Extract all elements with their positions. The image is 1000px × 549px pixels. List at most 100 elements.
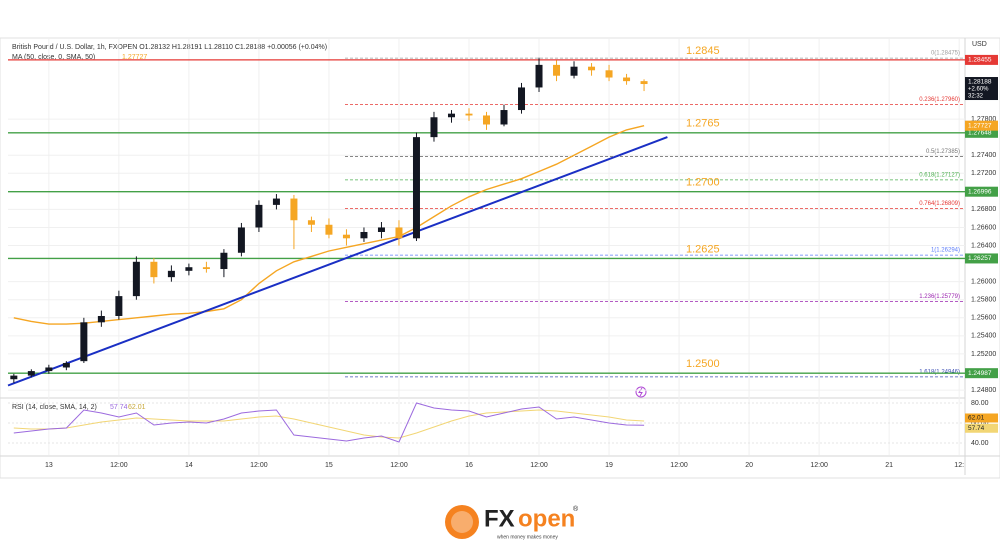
currency: USD [972,41,987,48]
fib-label: 1.236(1.25779) [919,294,960,300]
candle-body [115,296,123,316]
axis-tag-label: 1.26257 [968,255,992,262]
rsi-tick-label: 80.00 [971,400,989,407]
level-annotation: 1.2845 [686,45,720,57]
x-tick-label: 12: [954,462,964,469]
level-annotation: 1.2700 [686,177,720,189]
fib-label: 1(1.26294) [931,248,960,254]
candle-body [623,77,631,82]
candle-body [272,198,280,205]
y-tick-label: 1.25800 [971,297,996,304]
candle-body [535,64,543,88]
candle-body [395,227,403,239]
chart-title: British Pound / U.S. Dollar, 1h, FXOPEN … [12,44,327,51]
brand-right: open [518,505,575,532]
candle-body [237,227,245,253]
candle-body [500,110,508,125]
x-tick-label: 19 [605,462,613,469]
axis-tag-label: 1.26996 [968,188,992,195]
axis-tag [965,186,998,197]
y-tick-label: 1.25600 [971,315,996,322]
candle-body [220,252,228,270]
x-tick-label: 12:00 [390,462,408,469]
rsi-sma-tag [965,413,998,423]
y-tick-label: 1.24800 [971,387,996,394]
alert-icon[interactable] [635,386,647,398]
fib-label: 0.5(1.27385) [926,149,960,155]
candle-body [447,113,455,118]
candle-body [290,198,298,221]
price-tag-change: +2.60% [968,87,989,93]
candle-body [45,367,53,372]
price-tag-value: 1.28188 [968,79,992,86]
candle-body [325,224,333,235]
candle-body [202,267,210,270]
y-tick-label: 1.26000 [971,279,996,286]
axis-tag [965,54,998,65]
fib-label: 0(1.28475) [931,51,960,57]
rsi-sma-value: 62.01 [128,404,146,411]
axis-tag-label: 1.28455 [968,57,992,64]
y-tick-label: 1.27200 [971,170,996,177]
level-annotation: 1.2500 [686,358,720,370]
rsi-sma-tag-label: 62.01 [968,415,985,422]
axis-tag-label: 1.24987 [968,370,992,377]
rsi-tag [965,423,998,433]
candle-body [97,315,105,323]
candle-body [553,64,561,76]
ma-tag-label: 1.27727 [968,122,992,129]
x-tick-label: 13 [45,462,53,469]
logo-emblem [445,505,479,539]
y-tick-label: 1.25400 [971,333,996,340]
x-tick-label: 20 [745,462,753,469]
candle-body [342,234,350,239]
candle-body [605,70,613,78]
axis-tag [965,253,998,264]
y-tick-label: 1.27800 [971,116,996,123]
candle-body [132,261,140,297]
rsi-label: RSI (14, close, SMA, 14, 2) [12,404,97,411]
ma-tag [965,120,998,131]
axis-tag-label: 1.27648 [968,130,992,137]
fib-label: 1.618(1.24946) [919,369,960,375]
x-tick-label: 15 [325,462,333,469]
candle-body [27,371,35,376]
level-annotation: 1.2765 [686,118,720,130]
y-tick-label: 1.26600 [971,224,996,231]
y-tick-label: 1.27400 [971,152,996,159]
candle-body [640,81,648,85]
candle-body [483,115,490,125]
candle-body [377,227,385,232]
rsi-tick-label: 40.00 [971,440,989,447]
x-tick-label: 21 [885,462,893,469]
fib-label: 0.236(1.27960) [919,97,960,103]
candle-body [255,204,263,228]
indicator-label: MA (50, close, 0, SMA, 50) [12,54,95,61]
logo-emblem-inner [451,511,473,533]
x-tick-label: 12:00 [250,462,268,469]
candle-body [185,267,193,271]
rsi-tick-label: 60.00 [971,420,989,427]
fib-label: 0.618(1.27127) [919,172,960,178]
x-tick-label: 12:00 [110,462,128,469]
price-tag [965,77,998,101]
y-tick-label: 1.26400 [971,242,996,249]
axis-tag [965,368,998,379]
candle-body [80,322,88,362]
candle-body [150,261,158,278]
x-tick-label: 12:00 [530,462,548,469]
price-tag-countdown: 32:32 [968,94,984,100]
indicator-value: 1.27727 [122,54,147,61]
y-tick-label: 1.25200 [971,351,996,358]
level-annotation: 1.2625 [686,243,720,255]
axis-tag [965,127,998,138]
candle-body [430,117,438,138]
brand-mark: ® [573,505,579,513]
rsi-line [13,402,645,443]
rsi-sma-line [13,409,645,439]
logo: FX open ® when money makes money [445,505,579,540]
x-tick-label: 12:00 [810,462,828,469]
candle-body [167,270,175,278]
